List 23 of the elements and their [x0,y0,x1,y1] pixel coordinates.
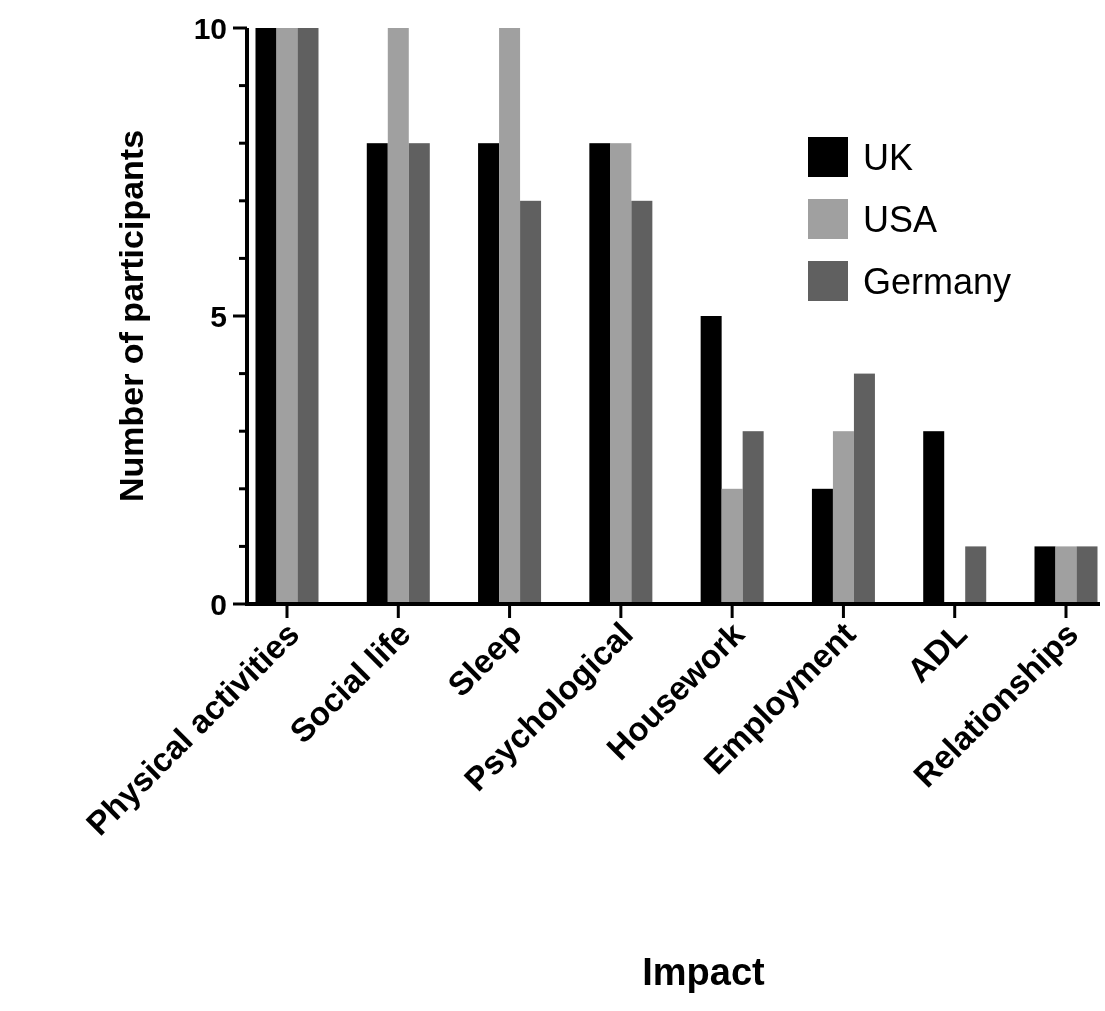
bar [631,200,653,604]
legend-label: Germany [863,260,1012,302]
bar [721,488,743,604]
bar [499,28,521,604]
bar [1076,546,1098,604]
bar [853,373,875,604]
y-axis-title: Number of participants [112,129,150,503]
y-tick-label: 0 [210,587,227,621]
y-tick-label: 10 [193,11,227,45]
bar [965,546,987,604]
bar [387,28,409,604]
bar [832,431,854,604]
legend-label: UK [863,136,914,178]
bar [276,28,298,604]
bar [1055,546,1077,604]
bar [408,143,430,604]
bar [610,143,632,604]
legend-label: USA [863,198,938,240]
bar [742,431,764,604]
bar [297,28,319,604]
x-axis-title: Impact [642,951,766,993]
y-tick-label: 5 [210,299,227,333]
bar [520,200,542,604]
